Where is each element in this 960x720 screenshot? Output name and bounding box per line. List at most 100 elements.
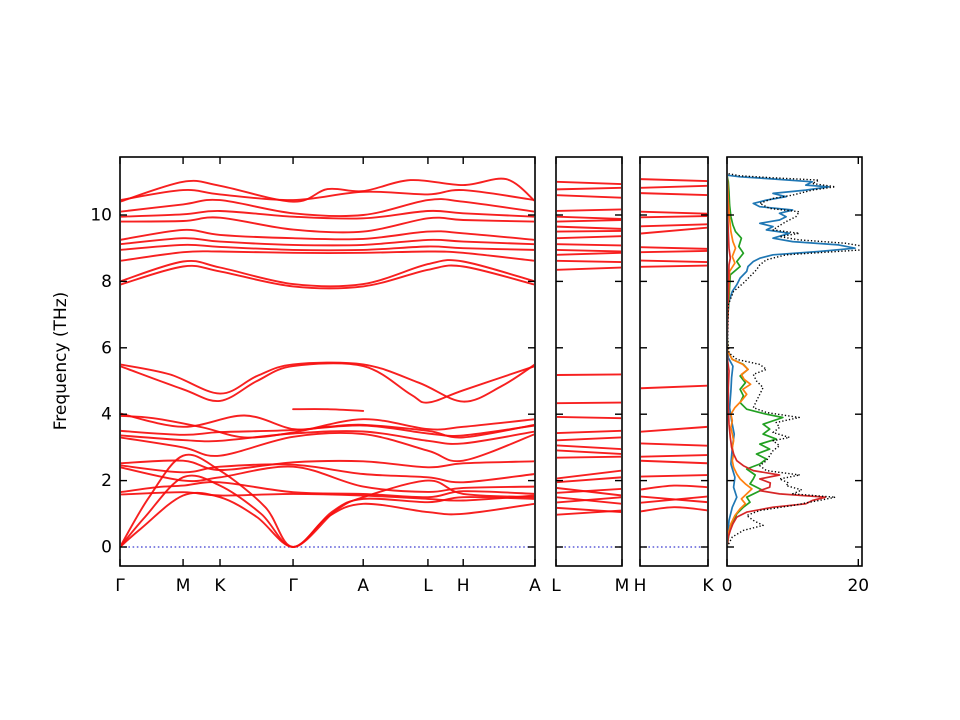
panel-frame bbox=[555, 156, 623, 567]
dos-curve-orange bbox=[728, 177, 753, 546]
phonon-band bbox=[121, 463, 534, 484]
phonon-band bbox=[121, 430, 534, 445]
y-axis-label: Frequency (THz) bbox=[51, 292, 71, 431]
phonon-band bbox=[121, 177, 534, 203]
y-tick-label: 10 bbox=[90, 206, 112, 226]
phonon-band bbox=[641, 384, 707, 390]
phonon-band bbox=[121, 481, 534, 499]
phonon-band bbox=[557, 248, 621, 253]
dos-curve-total bbox=[728, 172, 861, 547]
phonon-band bbox=[121, 237, 534, 247]
x-tick-label: K bbox=[214, 576, 226, 596]
phonon-band bbox=[121, 432, 534, 463]
phonon-band bbox=[557, 429, 621, 435]
phonon-band bbox=[121, 491, 534, 502]
phonon-band bbox=[557, 496, 621, 504]
phonon-band bbox=[557, 219, 621, 223]
phonon-band bbox=[641, 215, 707, 219]
phonon-band bbox=[557, 186, 621, 191]
phonon-band bbox=[121, 209, 534, 220]
y-tick-label: 6 bbox=[101, 338, 112, 358]
y-tick-label: 4 bbox=[101, 405, 112, 425]
x-tick-label: L bbox=[551, 576, 561, 596]
x-tick-label: A bbox=[529, 576, 541, 596]
x-tick-label: H bbox=[457, 576, 470, 596]
phonon-band bbox=[121, 243, 534, 252]
phonon-band bbox=[557, 243, 621, 247]
panel-frame bbox=[639, 156, 709, 567]
phonon-band bbox=[121, 412, 534, 439]
x-tick-label: K bbox=[702, 576, 714, 596]
phonon-band bbox=[557, 229, 621, 233]
phonon-band bbox=[557, 215, 621, 220]
phonon-band bbox=[121, 362, 534, 404]
phonon-band bbox=[121, 465, 534, 493]
phonon-band bbox=[641, 259, 707, 264]
phonon-band bbox=[121, 264, 534, 290]
phonon-band bbox=[641, 210, 707, 215]
dos-curve-blue bbox=[728, 174, 856, 546]
panel-frame bbox=[726, 156, 863, 567]
phonon-band bbox=[557, 476, 621, 484]
dos-panel: 0 20 bbox=[722, 156, 869, 596]
phonon-band bbox=[121, 259, 534, 288]
phonon-band bbox=[557, 251, 621, 256]
phonon-band bbox=[641, 264, 707, 268]
phonon-band bbox=[557, 235, 621, 240]
x-tick-label: L bbox=[423, 576, 433, 596]
y-tick-label: 8 bbox=[101, 272, 112, 292]
phonon-band bbox=[121, 414, 534, 439]
phonon-band bbox=[557, 455, 621, 459]
x-tick-label: 20 bbox=[847, 576, 869, 596]
panel-frame bbox=[119, 156, 536, 567]
phonon-band bbox=[641, 249, 707, 254]
phonon-band bbox=[121, 198, 534, 218]
phonon-band bbox=[121, 361, 534, 403]
phonon-band bbox=[641, 495, 707, 504]
phonon-band bbox=[641, 454, 707, 458]
phonon-band bbox=[641, 506, 707, 513]
phonon-band bbox=[641, 459, 707, 465]
phonon-band bbox=[641, 223, 707, 228]
x-tick-label: M bbox=[176, 576, 191, 596]
phonon-band bbox=[557, 208, 621, 212]
phonon-band bbox=[557, 266, 621, 271]
phonon-band bbox=[641, 484, 707, 491]
phonon-band bbox=[557, 373, 621, 376]
phonon-band bbox=[121, 189, 534, 202]
phonon-band bbox=[557, 194, 621, 199]
phonon-band bbox=[121, 228, 534, 241]
phonon-band bbox=[641, 226, 707, 235]
phonon-band bbox=[557, 444, 621, 450]
phonon-band bbox=[557, 436, 621, 442]
phonon-band bbox=[641, 246, 707, 250]
y-tick-label: 2 bbox=[101, 471, 112, 491]
phonon-band bbox=[641, 178, 707, 183]
phonon-band bbox=[557, 469, 621, 480]
phonon-band bbox=[557, 488, 621, 494]
y-tick-label: 0 bbox=[101, 538, 112, 558]
phonon-band bbox=[641, 184, 707, 189]
x-tick-label: 0 bbox=[722, 576, 733, 596]
phonon-band bbox=[121, 216, 534, 234]
phonon-band bbox=[641, 192, 707, 197]
phonon-band bbox=[641, 442, 707, 447]
x-tick-label: Γ bbox=[288, 576, 298, 596]
phonon-band bbox=[557, 415, 621, 420]
phonon-band bbox=[121, 459, 534, 471]
phonon-band bbox=[121, 250, 534, 262]
x-tick-label: A bbox=[357, 576, 369, 596]
phonon-band bbox=[557, 225, 621, 230]
x-tick-label: Γ bbox=[115, 576, 125, 596]
dos-curve-red bbox=[728, 178, 827, 546]
x-tick-label: H bbox=[634, 576, 647, 596]
phonon-band bbox=[121, 453, 534, 548]
dos-curve-green bbox=[728, 175, 784, 547]
phonon-band bbox=[557, 401, 621, 405]
phonon-band bbox=[557, 449, 621, 455]
